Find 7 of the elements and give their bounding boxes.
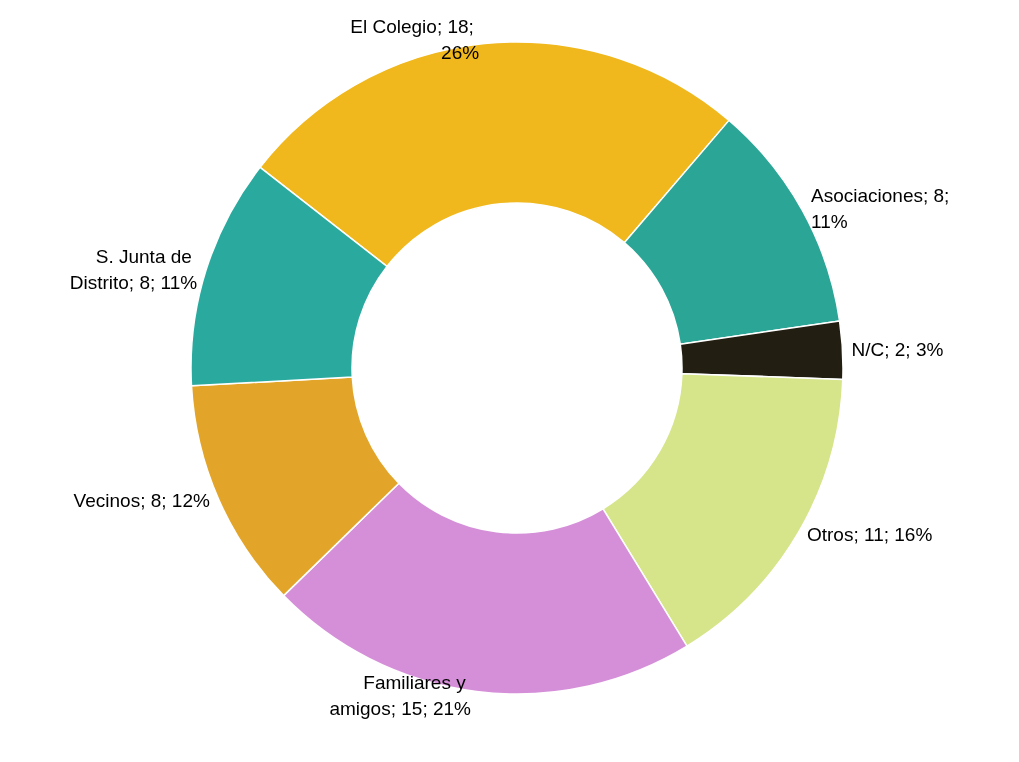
slice-label: N/C; 2; 3% bbox=[851, 339, 944, 361]
slice-label: Vecinos; 8; 12% bbox=[73, 490, 210, 512]
slice-label: Otros; 11; 16% bbox=[806, 523, 933, 545]
slice-label: El Colegio; 18; 26% bbox=[350, 16, 480, 64]
slice-label: Asociaciones; 8; 11% bbox=[811, 185, 955, 233]
slice-label: Familiares y amigos; 15; 21% bbox=[329, 671, 472, 719]
slice-label: S. Junta de Distrito; 8; 11% bbox=[69, 245, 198, 293]
